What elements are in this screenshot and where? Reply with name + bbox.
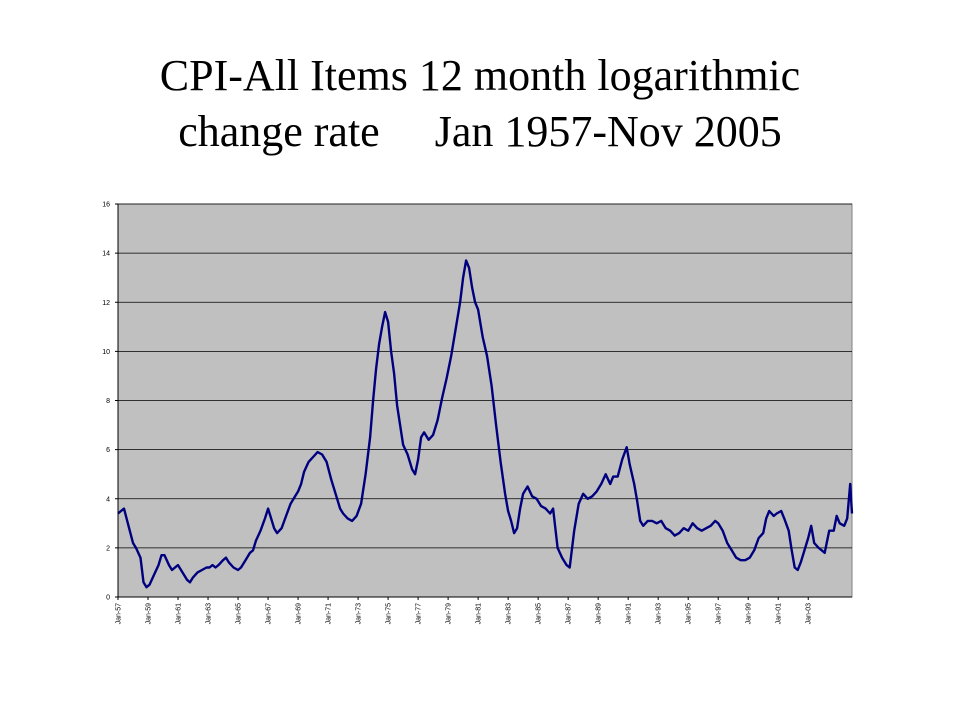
x-tick-label: Jan-95 (686, 603, 693, 625)
x-tick-label: Jan-99 (746, 603, 753, 625)
x-tick-label: Jan-63 (206, 603, 213, 625)
x-tick-label: Jan-87 (566, 603, 573, 625)
x-tick-label: Jan-75 (386, 603, 393, 625)
x-tick-label: Jan-67 (266, 603, 273, 625)
chart-title: CPI-All Items 12 month logarithmic chang… (0, 48, 960, 160)
cpi-series-line (117, 259, 854, 589)
x-tick-label: Jan-83 (506, 603, 513, 625)
x-tick-label: Jan-89 (596, 603, 603, 625)
x-tick-label: Jan-01 (776, 603, 783, 625)
y-tick-label: 10 (102, 349, 110, 356)
x-tick-label: Jan-57 (116, 603, 123, 625)
x-tick-label: Jan-71 (326, 603, 333, 625)
x-tick-label: Jan-65 (236, 603, 243, 625)
y-tick-label: 14 (102, 251, 110, 258)
chart-title-line-2: change rate Jan 1957-Nov 2005 (178, 107, 782, 156)
x-tick-label: Jan-97 (716, 603, 723, 625)
y-tick-label: 0 (106, 595, 110, 602)
x-axis-tick-labels: Jan-57 Jan-59 Jan-61 Jan-63 Jan-65 Jan-67 Jan-… (116, 597, 813, 624)
y-tick-label: 8 (106, 398, 110, 405)
y-axis-tick-labels: 0 2 4 6 8 10 12 14 16 (102, 202, 118, 602)
x-tick-label: Jan-61 (176, 603, 183, 625)
y-tick-label: 2 (106, 545, 110, 552)
x-tick-label: Jan-69 (296, 603, 303, 625)
y-tick-label: 16 (102, 202, 110, 209)
x-tick-label: Jan-81 (476, 603, 483, 625)
chart-title-line-1: CPI-All Items 12 month logarithmic (159, 51, 801, 100)
y-tick-label: 6 (106, 447, 110, 454)
x-tick-label: Jan-03 (806, 603, 813, 625)
y-tick-label: 4 (106, 496, 110, 503)
x-tick-label: Jan-73 (356, 603, 363, 625)
x-tick-label: Jan-79 (446, 603, 453, 625)
x-tick-label: Jan-85 (536, 603, 543, 625)
y-tick-label: 12 (102, 300, 110, 307)
x-tick-label: Jan-93 (656, 603, 663, 625)
x-tick-label: Jan-59 (146, 603, 153, 625)
x-tick-label: Jan-77 (416, 603, 423, 625)
x-tick-label: Jan-91 (626, 603, 633, 625)
